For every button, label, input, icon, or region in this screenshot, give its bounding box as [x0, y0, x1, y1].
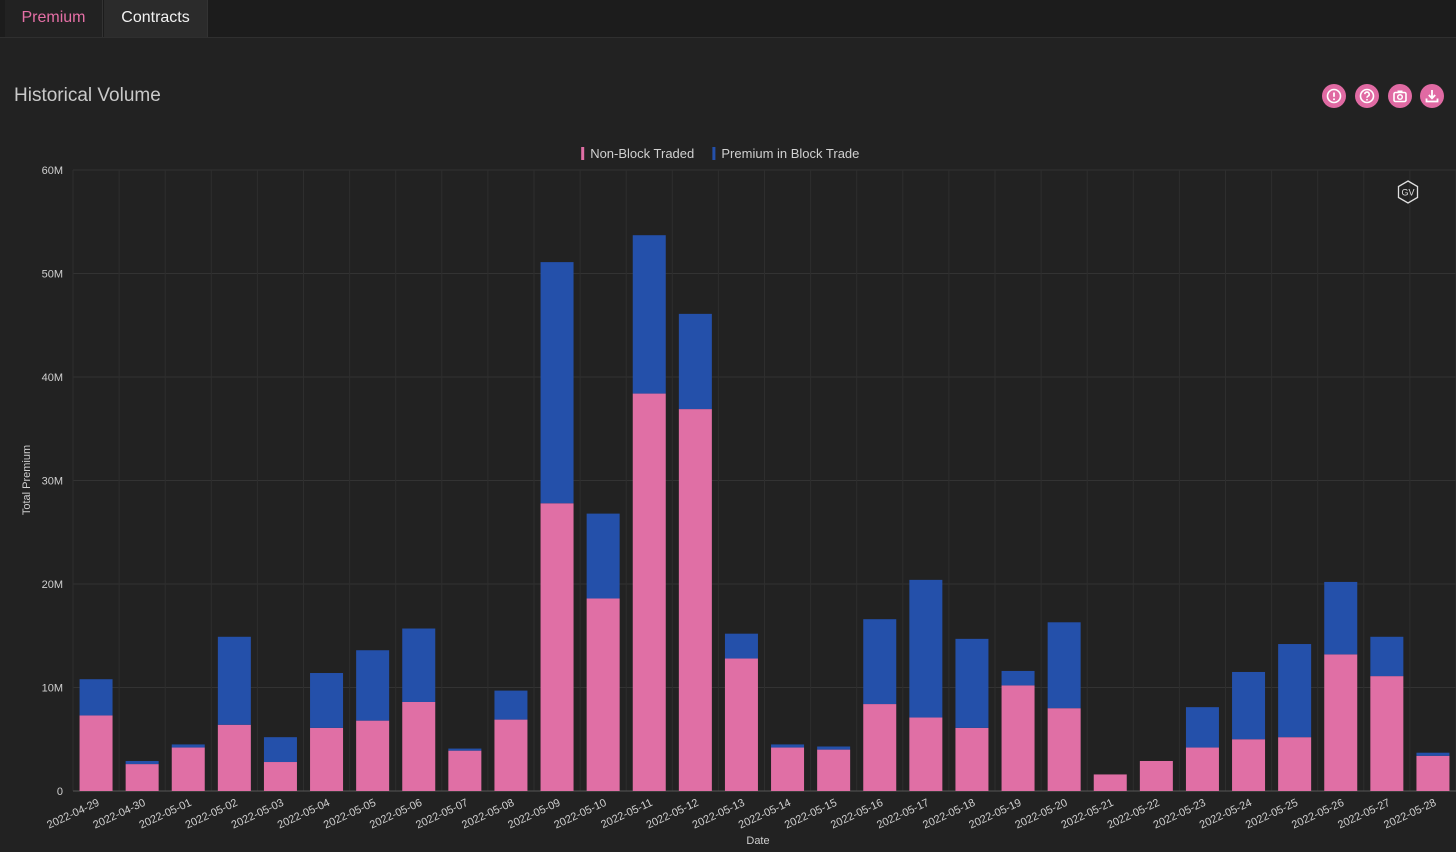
alert-icon [1326, 88, 1342, 104]
x-axis: 2022-04-292022-04-302022-05-012022-05-02… [45, 797, 1438, 832]
bar-block-trade [1185, 707, 1219, 748]
bar-block-trade [724, 633, 758, 659]
bar-non-block [632, 393, 666, 791]
bar-block-trade [310, 673, 344, 728]
watermark-logo: GV [1397, 180, 1419, 204]
bar-non-block [586, 598, 620, 791]
bar-block-trade [540, 262, 574, 504]
bar-non-block [1416, 755, 1450, 791]
bar-block-trade [1370, 636, 1404, 677]
bar-non-block [263, 762, 297, 791]
bar-block-trade [448, 748, 482, 751]
bar-block-trade [678, 313, 712, 410]
bar-block-trade [79, 679, 113, 716]
bar-non-block [1370, 676, 1404, 791]
bar-non-block [1047, 708, 1081, 791]
y-tick-label: 0 [57, 786, 63, 798]
alert-button[interactable] [1322, 84, 1346, 108]
y-axis-label: Total Premium [21, 445, 33, 515]
help-icon [1359, 88, 1375, 104]
bar-block-trade [217, 636, 251, 725]
bar-block-trade [863, 619, 897, 705]
bar-block-trade [1278, 644, 1312, 738]
legend-item: Premium in Block Trade [721, 146, 859, 161]
bar-block-trade [125, 760, 159, 765]
bar-block-trade [1232, 671, 1266, 740]
y-tick-label: 30M [42, 476, 63, 488]
help-button[interactable] [1355, 84, 1379, 108]
download-icon [1425, 90, 1439, 103]
bar-block-trade [1324, 581, 1358, 655]
x-axis-label: Date [746, 835, 769, 847]
bar-non-block [955, 727, 989, 791]
chart-grid [72, 169, 1456, 792]
bar-non-block [909, 717, 943, 791]
tab-bar: Premium Contracts [0, 0, 1456, 38]
camera-icon [1393, 90, 1407, 103]
bar-non-block [1278, 737, 1312, 791]
bar-block-trade [171, 744, 205, 748]
y-tick-label: 20M [42, 579, 63, 591]
tab-contracts[interactable]: Contracts [104, 0, 208, 37]
bar-block-trade [955, 638, 989, 728]
bar-non-block [771, 747, 805, 791]
bar-non-block [817, 749, 851, 791]
legend-item: Non-Block Traded [590, 146, 694, 161]
bar-non-block [540, 503, 574, 791]
bar-block-trade [1047, 622, 1081, 709]
bar-non-block [1093, 774, 1127, 791]
bar-block-trade [402, 628, 436, 702]
bar-non-block [1139, 760, 1173, 791]
bar-block-trade [909, 579, 943, 718]
bar-non-block [171, 747, 205, 791]
bar-non-block [724, 658, 758, 791]
download-button[interactable] [1420, 84, 1444, 108]
bar-block-trade [586, 513, 620, 599]
bar-non-block [217, 724, 251, 791]
bar-block-trade [771, 744, 805, 748]
y-tick-label: 50M [42, 269, 63, 281]
bar-block-trade [494, 690, 528, 720]
panel-title: Historical Volume [14, 85, 161, 106]
chart-legend[interactable]: Non-Block Traded Premium in Block Trade [581, 146, 859, 161]
legend-swatch [581, 147, 585, 160]
historical-volume-chart: 0 10M 20M 30M 40M 50M 60M 2022-04-292022-04-30… [21, 146, 1456, 847]
bar-non-block [79, 715, 113, 791]
bar-non-block [678, 409, 712, 791]
y-axis: 0 10M 20M 30M 40M 50M 60M [42, 165, 63, 798]
bar-non-block [1185, 747, 1219, 791]
bar-non-block [402, 701, 436, 791]
bar-non-block [125, 764, 159, 791]
bar-non-block [1001, 685, 1035, 791]
bar-block-trade [1001, 670, 1035, 686]
bar-block-trade [817, 746, 851, 750]
x-tick-label: 2022-05-28 [1382, 797, 1438, 832]
bar-non-block [1324, 654, 1358, 791]
watermark-text: GV [1401, 188, 1414, 198]
bar-non-block [1232, 739, 1266, 791]
bar-non-block [310, 727, 344, 791]
tab-premium[interactable]: Premium [5, 0, 103, 37]
y-tick-label: 10M [42, 683, 63, 695]
screenshot-button[interactable] [1388, 84, 1412, 108]
bar-block-trade [632, 235, 666, 394]
bar-block-trade [263, 737, 297, 763]
y-tick-label: 60M [42, 165, 63, 177]
y-tick-label: 40M [42, 372, 63, 384]
bar-block-trade [356, 650, 390, 721]
chart-bars [79, 235, 1450, 791]
bar-block-trade [1416, 752, 1450, 756]
x-tick-label: 2022-05-10 [552, 797, 608, 832]
bar-non-block [356, 720, 390, 791]
bar-non-block [448, 750, 482, 791]
bar-non-block [863, 704, 897, 791]
bar-non-block [494, 719, 528, 791]
legend-swatch [712, 147, 716, 160]
